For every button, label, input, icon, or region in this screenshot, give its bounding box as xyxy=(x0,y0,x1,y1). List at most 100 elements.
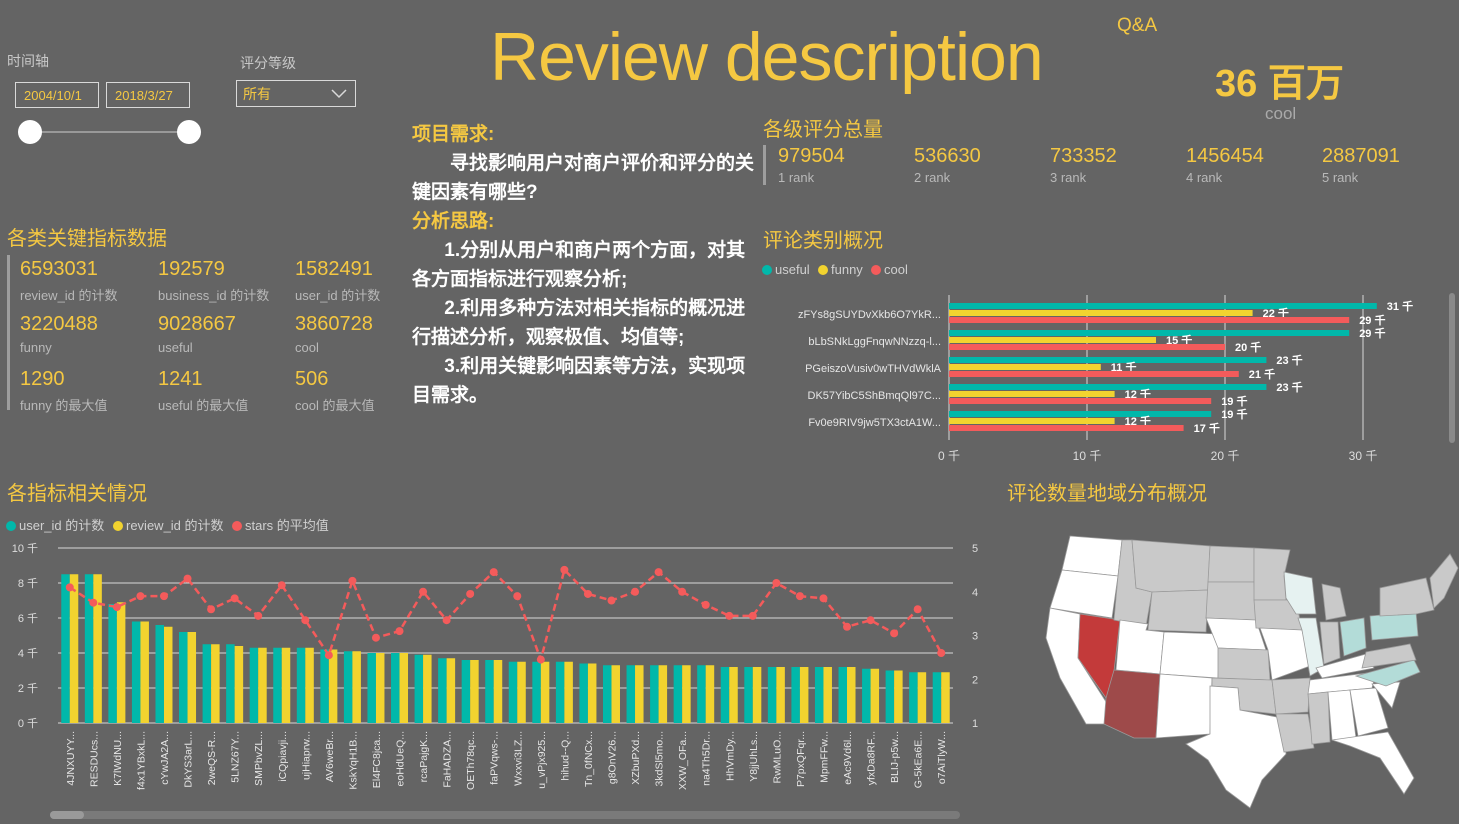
bar-user-count[interactable] xyxy=(461,660,471,723)
bar-user-count[interactable] xyxy=(226,644,235,723)
bar-user-count[interactable] xyxy=(909,672,918,723)
stars-avg-point[interactable] xyxy=(843,622,852,631)
bar-review-count[interactable] xyxy=(470,660,479,723)
bar-useful[interactable] xyxy=(949,384,1267,390)
bar-review-count[interactable] xyxy=(823,667,832,723)
bar-cool[interactable] xyxy=(949,425,1184,431)
stars-avg-point[interactable] xyxy=(937,649,946,657)
start-date-input[interactable]: 2004/10/1 xyxy=(15,82,99,108)
stars-avg-point[interactable] xyxy=(277,581,286,590)
bar-user-count[interactable] xyxy=(438,658,447,723)
bar-user-count[interactable] xyxy=(179,632,188,723)
stars-avg-point[interactable] xyxy=(136,592,145,601)
bar-review-count[interactable] xyxy=(658,665,668,723)
map-state-ny[interactable] xyxy=(1379,577,1435,617)
bar-review-count[interactable] xyxy=(517,661,526,723)
stars-avg-point[interactable] xyxy=(513,592,522,601)
stars-avg-point[interactable] xyxy=(795,592,804,601)
bar-user-count[interactable] xyxy=(767,667,777,723)
map-state-nm[interactable] xyxy=(1155,673,1213,739)
bar-review-count[interactable] xyxy=(234,646,244,723)
stars-avg-point[interactable] xyxy=(866,616,875,625)
rating-filter-dropdown[interactable]: 所有 xyxy=(236,80,356,107)
map-state-ky[interactable] xyxy=(1315,653,1375,679)
map-state-ms[interactable] xyxy=(1307,691,1331,745)
stars-avg-point[interactable] xyxy=(560,565,569,574)
bar-cool[interactable] xyxy=(949,344,1225,350)
bar-review-count[interactable] xyxy=(281,647,291,723)
bar-useful[interactable] xyxy=(949,303,1377,309)
map-state-nc[interactable] xyxy=(1354,659,1421,687)
bar-user-count[interactable] xyxy=(814,667,824,723)
bar-user-count[interactable] xyxy=(61,574,70,723)
map-state-ks[interactable] xyxy=(1217,647,1271,681)
stars-avg-point[interactable] xyxy=(395,627,404,636)
date-slider-end-handle[interactable] xyxy=(177,120,201,144)
bar-funny[interactable] xyxy=(949,337,1156,343)
bar-user-count[interactable] xyxy=(249,647,259,723)
map-state-mo[interactable] xyxy=(1259,627,1311,681)
map-state-mi[interactable] xyxy=(1321,583,1347,621)
bar-user-count[interactable] xyxy=(367,653,376,723)
review-type-chart[interactable]: 0 千 10 千 20 千 30 千 zFYs8gSUYDvXkb6O7YkR... 31… xyxy=(760,290,1450,470)
bar-review-count[interactable] xyxy=(752,667,762,723)
map-state-ga[interactable] xyxy=(1349,687,1389,737)
stars-avg-point[interactable] xyxy=(183,574,192,583)
corr-chart[interactable]: 0 千 2 千 4 千 6 千 8 千 10 千 1 2 3 4 5 4JNXUYY... RESDUc… xyxy=(0,535,1000,805)
bar-review-count[interactable] xyxy=(423,654,432,723)
stars-avg-point[interactable] xyxy=(112,603,121,612)
bar-user-count[interactable] xyxy=(932,672,942,723)
bar-user-count[interactable] xyxy=(579,663,588,724)
bar-cool[interactable] xyxy=(949,317,1350,323)
bar-user-count[interactable] xyxy=(532,661,541,723)
bar-review-count[interactable] xyxy=(211,644,220,723)
map-state-la[interactable] xyxy=(1275,713,1315,753)
map-state-wa[interactable] xyxy=(1061,535,1123,577)
stars-avg-point[interactable] xyxy=(489,568,498,577)
bar-review-count[interactable] xyxy=(258,647,267,723)
stars-avg-point[interactable] xyxy=(230,594,239,603)
stars-avg-point[interactable] xyxy=(65,583,74,592)
bar-user-count[interactable] xyxy=(885,670,895,724)
bar-user-count[interactable] xyxy=(84,574,94,723)
map-state-il[interactable] xyxy=(1297,617,1325,677)
bar-user-count[interactable] xyxy=(673,665,683,723)
date-slider-track[interactable] xyxy=(30,131,190,133)
bar-review-count[interactable] xyxy=(352,651,361,723)
review-type-scrollbar[interactable] xyxy=(1449,293,1455,443)
end-date-input[interactable]: 2018/3/27 xyxy=(106,82,190,108)
stars-avg-point[interactable] xyxy=(324,651,333,660)
stars-avg-point[interactable] xyxy=(207,605,216,614)
corr-chart-scrollbar[interactable] xyxy=(50,811,960,819)
map-state-ar[interactable] xyxy=(1271,677,1311,715)
bar-user-count[interactable] xyxy=(202,644,212,723)
bar-review-count[interactable] xyxy=(446,658,456,723)
legend-funny[interactable]: funny xyxy=(818,262,863,277)
bar-user-count[interactable] xyxy=(720,667,730,723)
bar-review-count[interactable] xyxy=(140,621,149,724)
bar-user-count[interactable] xyxy=(108,604,117,723)
bar-cool[interactable] xyxy=(949,371,1239,377)
bar-funny[interactable] xyxy=(949,391,1115,397)
stars-avg-point[interactable] xyxy=(772,579,781,587)
legend-useful[interactable]: useful xyxy=(762,262,810,277)
bar-review-count[interactable] xyxy=(587,663,597,724)
stars-avg-point[interactable] xyxy=(371,633,380,642)
bar-user-count[interactable] xyxy=(320,649,329,724)
stars-avg-point[interactable] xyxy=(419,587,428,596)
map-state-or[interactable] xyxy=(1049,569,1119,619)
bar-review-count[interactable] xyxy=(540,661,550,723)
bar-review-count[interactable] xyxy=(847,667,856,723)
bar-review-count[interactable] xyxy=(564,661,573,723)
bar-cool[interactable] xyxy=(949,398,1212,404)
map-state-wy[interactable] xyxy=(1147,589,1209,633)
map-state-az[interactable] xyxy=(1103,669,1161,739)
bar-review-count[interactable] xyxy=(305,647,314,723)
map-state-co[interactable] xyxy=(1159,631,1221,679)
bar-review-count[interactable] xyxy=(941,672,950,723)
stars-avg-point[interactable] xyxy=(348,576,357,585)
qa-button[interactable]: Q&A xyxy=(1117,15,1158,36)
bar-review-count[interactable] xyxy=(611,665,620,723)
bar-user-count[interactable] xyxy=(838,667,848,723)
bar-review-count[interactable] xyxy=(375,653,385,723)
